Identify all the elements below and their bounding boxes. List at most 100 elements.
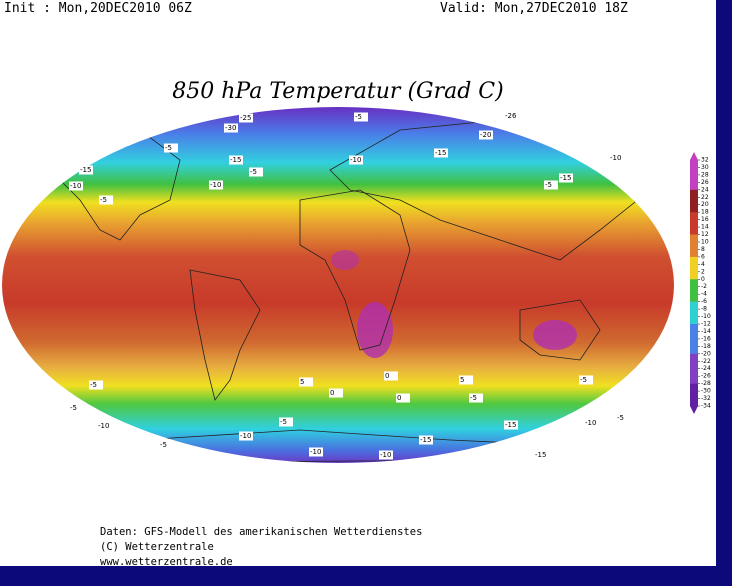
colorbar-segment	[690, 256, 698, 265]
colorbar-label: -20	[701, 350, 711, 357]
colorbar-label: -2	[701, 283, 707, 290]
colorbar-label: -22	[701, 358, 711, 365]
colorbar-label: -16	[701, 335, 711, 342]
contour-label-box	[239, 431, 253, 441]
contour-label: -15	[535, 451, 546, 459]
contour-label: -10	[380, 451, 391, 459]
colorbar-segment	[690, 324, 698, 332]
contour-label-box	[159, 440, 173, 450]
contour-label: -26	[505, 112, 517, 120]
colorbar-label: 20	[701, 201, 709, 208]
contour-label-box	[209, 180, 223, 190]
colorbar-label: 26	[701, 179, 709, 186]
contour-label: -5	[280, 418, 287, 426]
contour-label-box	[579, 375, 593, 385]
colorbar-label: -4	[701, 291, 707, 298]
contour-label-box	[559, 173, 573, 183]
map-title: 850 hPa Temperatur (Grad C)	[172, 79, 503, 104]
contour-label: -10	[240, 432, 251, 440]
contour-label: -15	[560, 174, 571, 182]
contour-label-box	[309, 447, 323, 457]
contour-label: -5	[100, 196, 107, 204]
colorbar-segment	[690, 174, 698, 183]
contour-label-box	[396, 393, 410, 403]
contour-label-box	[609, 153, 623, 163]
colorbar-segment	[690, 346, 698, 355]
contour-label: -5	[580, 376, 587, 384]
colorbar-label: 8	[701, 246, 705, 253]
contour-label: -10	[70, 182, 81, 190]
contour-label: -5	[250, 168, 257, 176]
contour-label-box	[504, 420, 518, 430]
warm-spot	[331, 250, 359, 270]
colorbar-segment	[690, 219, 698, 228]
colorbar-label: 10	[701, 239, 709, 246]
contour-label-box	[279, 417, 293, 427]
colorbar-label: 32	[701, 157, 709, 164]
contour-label-box	[349, 155, 363, 165]
colorbar-label: -26	[701, 373, 711, 380]
colorbar: 32302826242220181614121086420-2-4-6-8-10…	[690, 152, 711, 414]
contour-label: -10	[610, 154, 621, 162]
colorbar-label: -34	[701, 403, 711, 410]
colorbar-label: -24	[701, 365, 711, 372]
colorbar-segment	[690, 376, 698, 384]
init-time: Init : Mon,20DEC2010 06Z	[4, 1, 192, 16]
contour-label-box	[239, 113, 253, 123]
colorbar-segment	[690, 249, 698, 258]
contour-label: -5	[355, 113, 362, 121]
colorbar-label: 16	[701, 216, 709, 223]
contour-label: 0	[397, 394, 401, 402]
colorbar-segment	[690, 368, 698, 377]
contour-label-box	[469, 393, 483, 403]
contour-label-box	[97, 421, 111, 431]
contour-label: -15	[505, 421, 516, 429]
colorbar-segment	[690, 353, 698, 362]
valid-time: Valid: Mon,27DEC2010 18Z	[440, 1, 628, 16]
colorbar-segment	[690, 234, 698, 243]
frame-right	[716, 0, 732, 586]
colorbar-segment	[690, 189, 698, 198]
contour-label-box	[419, 435, 433, 445]
colorbar-segment	[690, 242, 698, 250]
contour-label-box	[584, 418, 598, 428]
colorbar-label: 12	[701, 231, 709, 238]
colorbar-label: 0	[701, 276, 705, 283]
contour-label: -20	[480, 131, 491, 139]
colorbar-label: 14	[701, 224, 709, 231]
colorbar-label: 6	[701, 253, 705, 260]
contour-label-box	[354, 112, 368, 122]
contour-label-box	[379, 450, 393, 460]
contour-label-box	[434, 148, 448, 158]
contour-label: -10	[350, 156, 361, 164]
colorbar-label: 30	[701, 164, 709, 171]
colorbar-segment	[690, 160, 698, 168]
colorbar-label: -8	[701, 306, 707, 313]
contour-label-box	[69, 403, 83, 413]
colorbar-end	[690, 406, 698, 414]
frame-bottom	[0, 566, 732, 586]
colorbar-label: -14	[701, 328, 711, 335]
colorbar-segment	[690, 338, 698, 347]
contour-label: -15	[80, 166, 91, 174]
contour-label: -5	[90, 381, 97, 389]
colorbar-segment	[690, 301, 698, 310]
contour-label: -15	[435, 149, 446, 157]
colorbar-segment	[690, 197, 698, 206]
contour-label-box	[224, 123, 238, 133]
warm-spot	[357, 302, 393, 358]
colorbar-label: -30	[701, 388, 711, 395]
colorbar-segment	[690, 212, 698, 220]
colorbar-label: 28	[701, 171, 709, 178]
contour-label-box	[544, 180, 558, 190]
contour-label-box	[459, 375, 473, 385]
colorbar-segment	[690, 167, 698, 176]
contour-label-box	[329, 388, 343, 398]
contour-label: -5	[617, 414, 624, 422]
colorbar-label: -32	[701, 395, 711, 402]
contour-label: 0	[385, 372, 389, 380]
contour-label-box	[534, 450, 548, 460]
contour-label-box	[79, 165, 93, 175]
data-source: Daten: GFS-Modell des amerikanischen Wet…	[100, 526, 422, 538]
